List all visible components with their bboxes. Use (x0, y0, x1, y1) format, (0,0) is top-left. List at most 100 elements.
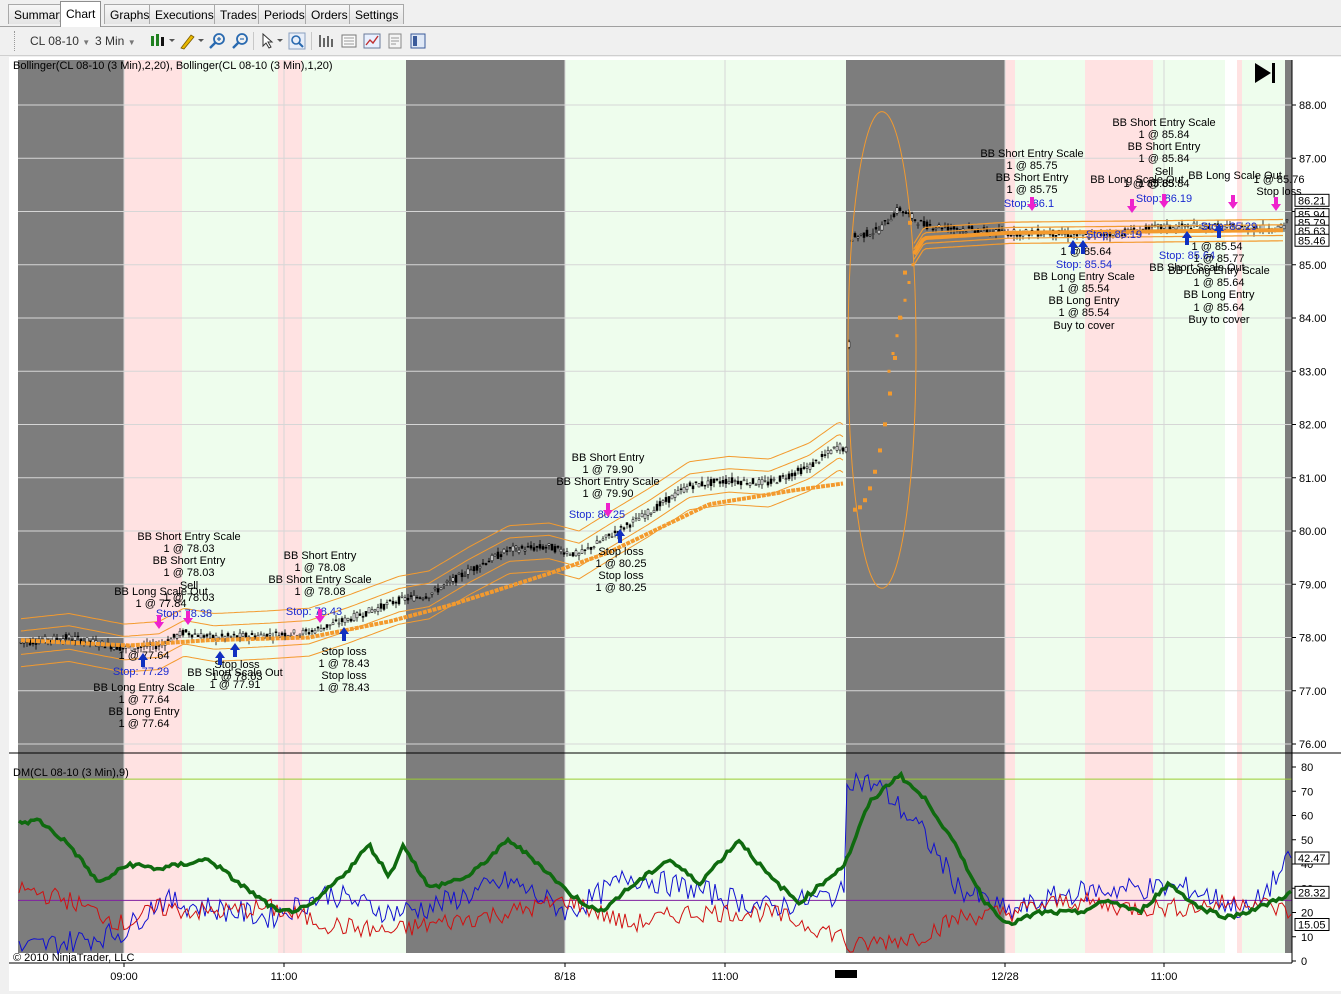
buy-arrow-icon[interactable] (1068, 240, 1078, 254)
tab-graphs[interactable]: Graphs (104, 4, 156, 24)
price-bar-body (895, 207, 899, 214)
sell-arrow-icon[interactable] (154, 615, 164, 629)
price-bar-body (1165, 223, 1169, 231)
price-bar-body (445, 581, 449, 583)
tab-summary[interactable]: Summary (8, 4, 72, 24)
price-bar-body (775, 482, 779, 485)
tab-chart[interactable]: Chart (60, 1, 102, 27)
price-tag-label: 85.46 (1298, 235, 1326, 247)
price-bar-body (748, 482, 752, 486)
tab-orders[interactable]: Orders (305, 4, 354, 24)
price-bar-body (388, 599, 392, 602)
price-bar-body (421, 598, 425, 600)
buy-arrow-icon[interactable] (1214, 224, 1224, 238)
scroll-to-end-icon[interactable] (1255, 63, 1275, 83)
price-bar-body (34, 643, 38, 645)
zoom-in-icon[interactable] (208, 32, 226, 50)
sell-arrow-icon[interactable] (1159, 194, 1169, 208)
sell-arrow-icon[interactable] (1228, 195, 1238, 209)
price-bar-body (328, 624, 332, 627)
price-bar-body (898, 207, 902, 212)
session-gray (1285, 60, 1292, 953)
price-bar-body (490, 555, 494, 561)
buy-arrow-icon[interactable] (215, 651, 225, 665)
price-tick-label: 87.00 (1299, 153, 1327, 165)
tab-trades[interactable]: Trades (214, 4, 263, 24)
price-bar-body (880, 224, 884, 231)
sell-arrow-icon[interactable] (183, 611, 193, 625)
price-bar-body (1240, 225, 1244, 228)
price-bar-body (538, 544, 542, 549)
sell-arrow-icon[interactable] (1271, 197, 1281, 211)
buy-arrow-icon[interactable] (1078, 240, 1088, 254)
tab-settings[interactable]: Settings (349, 4, 405, 24)
price-bar-body (607, 533, 611, 536)
price-bar-body (565, 551, 569, 554)
interval-selector[interactable]: 3 Min ▼ (95, 32, 136, 50)
price-bar-body (385, 602, 389, 605)
session-gray (846, 60, 1005, 953)
price-bar-body (754, 484, 758, 486)
price-bar-body (517, 549, 521, 553)
chart-svg[interactable]: 88.0087.0086.0085.0084.0083.0082.0081.00… (0, 48, 1341, 991)
annotation-text: BB Short Entry (1128, 141, 1201, 153)
annotation-text: Stop loss (598, 546, 644, 558)
annotation-text: Stop: 78.38 (156, 608, 212, 620)
price-bar-body (757, 479, 761, 485)
dm-tick-label: 20 (1301, 908, 1313, 920)
price-bar-body (409, 595, 413, 597)
price-bar-body (874, 227, 878, 230)
price-bar-body (718, 481, 722, 484)
price-bar-body (250, 633, 254, 636)
bar-spacing-icon[interactable] (317, 32, 335, 50)
chart-toolbar: CL 08-10 ▼ 3 Min ▼ (0, 27, 1341, 56)
price-bar-body (433, 587, 437, 590)
session-green (1153, 60, 1225, 953)
chart-style-icon[interactable] (150, 32, 175, 50)
bollinger-dot (907, 281, 911, 284)
buy-arrow-icon[interactable] (138, 653, 148, 667)
time-tick-label: 12/28 (991, 971, 1019, 983)
annotation-text: Stop loss (321, 670, 367, 682)
chart-canvas[interactable]: 88.0087.0086.0085.0084.0083.0082.0081.00… (0, 48, 1341, 991)
price-bar-body (664, 497, 668, 502)
price-bar-body (778, 475, 782, 482)
adx-line (17, 770, 1292, 927)
price-bar-body (481, 562, 485, 565)
price-bar-body (667, 496, 671, 503)
price-bar-body (397, 596, 401, 605)
price-bar-body (811, 462, 815, 467)
zoom-out-icon[interactable] (231, 32, 249, 50)
price-bar-body (379, 603, 383, 609)
price-bar-body (358, 613, 362, 616)
price-bar-body (886, 222, 890, 225)
indicators-icon[interactable] (363, 32, 381, 50)
sell-arrow-icon[interactable] (315, 609, 325, 623)
price-bar-body (1225, 224, 1229, 228)
data-box-icon[interactable] (340, 32, 358, 50)
price-bar-body (865, 229, 869, 237)
properties-icon[interactable] (409, 32, 427, 50)
price-bar-body (934, 227, 938, 230)
bollinger-band-line (913, 240, 1283, 266)
tab-periods[interactable]: Periods (258, 4, 311, 24)
drawing-tool-icon[interactable] (179, 32, 204, 50)
price-bar-body (946, 224, 950, 231)
sell-arrow-icon[interactable] (1027, 197, 1037, 211)
buy-arrow-icon[interactable] (1182, 231, 1192, 245)
sell-arrow-icon[interactable] (603, 503, 613, 517)
price-bar-body (1009, 235, 1013, 237)
tab-executions[interactable]: Executions (149, 4, 220, 24)
price-bar-body (520, 545, 524, 549)
buy-arrow-icon[interactable] (339, 627, 349, 641)
instrument-selector[interactable]: CL 08-10 ▼ (30, 32, 90, 50)
pointer-icon[interactable] (260, 32, 283, 50)
buy-arrow-icon[interactable] (230, 643, 240, 657)
strategies-icon[interactable] (386, 32, 404, 50)
price-bar-body (1282, 224, 1286, 230)
price-bar-body (334, 619, 338, 622)
buy-arrow-icon[interactable] (615, 529, 625, 543)
sell-arrow-icon[interactable] (1127, 199, 1137, 213)
search-icon[interactable] (288, 32, 306, 50)
price-bar-body (700, 481, 704, 487)
